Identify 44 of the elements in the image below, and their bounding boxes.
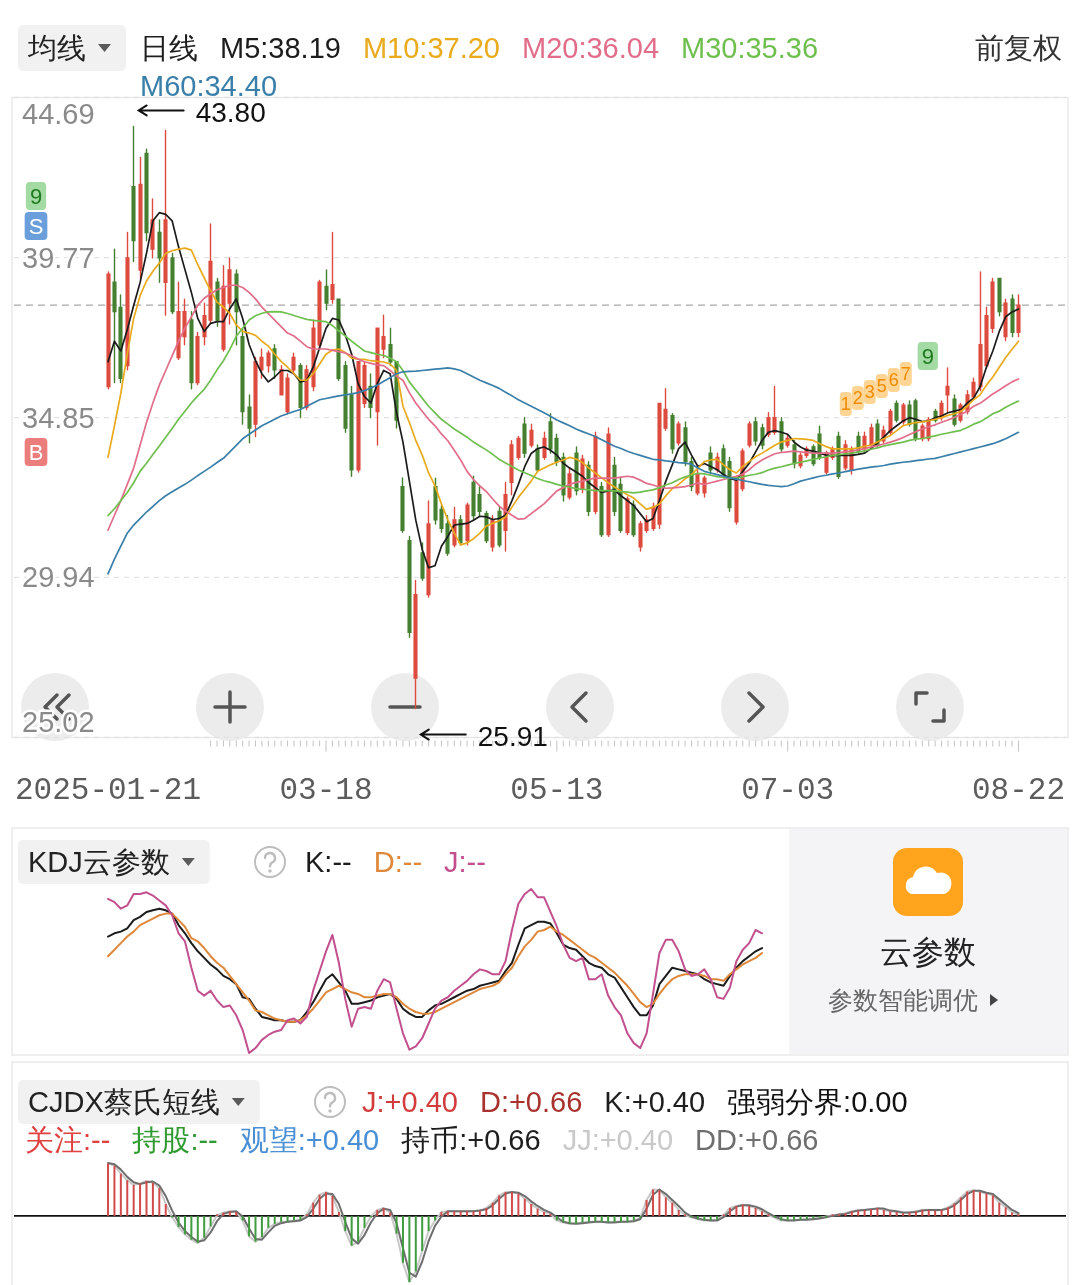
tick-label: 05-13: [510, 772, 604, 808]
title: KDJ云参数: [28, 846, 170, 878]
tick-label: 08-22: [972, 772, 1065, 808]
annotation: 9: [29, 183, 43, 209]
annotation: 持币:+0.66: [401, 1124, 541, 1156]
annotation: 观望:+0.40: [239, 1124, 380, 1156]
tick-label: 03-18: [279, 772, 373, 808]
annotation: 前复权: [975, 32, 1062, 64]
annotation: 5: [876, 376, 887, 396]
annotation: 7: [900, 364, 911, 384]
tick-label: 29.94: [22, 561, 95, 594]
tick-label: 07-03: [741, 772, 835, 808]
title: CJDX蔡氏短线: [28, 1086, 220, 1118]
tick-label: 2025-01-21: [15, 772, 202, 808]
legend-label: D:--: [373, 846, 423, 878]
tick-label: 34.85: [22, 401, 95, 434]
tick-label: 44.69: [22, 97, 95, 130]
annotation: K:+0.40: [604, 1086, 706, 1118]
legend-label: M30:35.36: [681, 32, 819, 64]
annotation: 日线: [140, 32, 198, 64]
legend-label: K:--: [305, 846, 352, 878]
annotation: 持股:--: [132, 1124, 218, 1156]
title: 均线: [28, 32, 86, 64]
annotation: 2: [852, 388, 863, 408]
annotation: B: [28, 439, 44, 465]
annotation: J:+0.40: [362, 1086, 458, 1118]
legend-label: M5:38.19: [220, 32, 341, 64]
legend-label: DD:+0.66: [695, 1124, 819, 1156]
annotation: S: [28, 213, 44, 239]
ref-line-label: 强弱分界:0.00: [727, 1086, 908, 1118]
annotation: 9: [921, 343, 934, 369]
tick-label: 39.77: [22, 241, 95, 274]
annotation: 关注:--: [25, 1124, 111, 1156]
annotation: 云参数: [880, 934, 976, 970]
tick-label: 25.02: [22, 705, 95, 738]
annotation: 6: [888, 370, 899, 390]
legend-label: J:--: [444, 846, 486, 878]
annotation: 参数智能调优: [828, 986, 978, 1014]
annotation: 25.91: [477, 721, 548, 753]
annotation: 3: [864, 382, 875, 402]
annotation: 1: [840, 394, 851, 414]
legend-label: M20:36.04: [521, 32, 659, 64]
annotation: D:+0.66: [479, 1086, 583, 1118]
legend-label: M10:37.20: [362, 32, 500, 64]
